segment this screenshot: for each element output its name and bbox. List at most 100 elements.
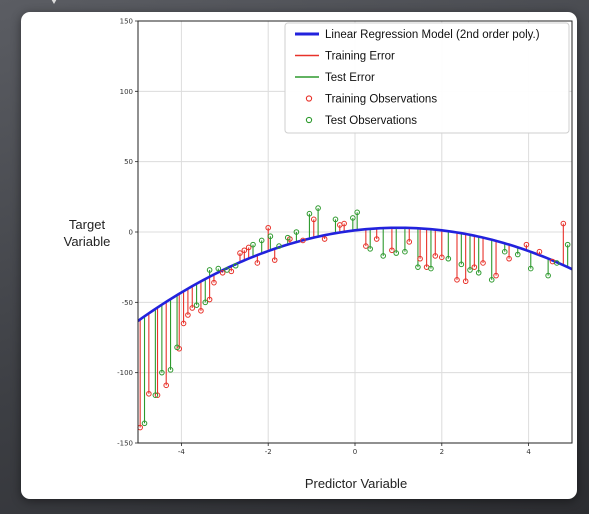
test-point bbox=[458, 261, 465, 268]
training-point bbox=[310, 216, 317, 223]
y-axis-label-line-1: Target bbox=[68, 217, 106, 232]
test-point bbox=[554, 260, 560, 266]
legend-entry-label: Test Observations bbox=[325, 115, 417, 127]
test-point bbox=[350, 215, 356, 221]
x-tick-label: 0 bbox=[353, 448, 357, 456]
training-point bbox=[432, 253, 439, 259]
test-point bbox=[193, 302, 200, 308]
test-point bbox=[527, 265, 534, 272]
training-point bbox=[146, 390, 152, 397]
training-point bbox=[523, 241, 530, 248]
training-point bbox=[219, 269, 226, 276]
test-point bbox=[488, 277, 495, 283]
training-point bbox=[265, 224, 271, 231]
training-point bbox=[373, 236, 380, 242]
test-point bbox=[267, 233, 274, 240]
test-point bbox=[501, 248, 508, 255]
test-point bbox=[545, 272, 551, 279]
training-point bbox=[462, 278, 469, 285]
training-point bbox=[493, 272, 499, 279]
training-point bbox=[180, 320, 187, 327]
legend-box bbox=[284, 22, 570, 134]
x-tick-label: -2 bbox=[265, 448, 272, 456]
test-point bbox=[514, 251, 521, 258]
legend-marker-swatch bbox=[305, 116, 313, 124]
regression-curve bbox=[138, 226, 572, 323]
test-point bbox=[428, 265, 434, 272]
y-axis-label-line-2: Variable bbox=[63, 234, 111, 249]
chart-card: Target Variable Predictor Variable 150 10… bbox=[21, 12, 577, 499]
training-point bbox=[341, 220, 347, 227]
test-point bbox=[445, 255, 452, 262]
test-point bbox=[167, 367, 174, 373]
training-point bbox=[254, 260, 261, 266]
test-point bbox=[367, 246, 373, 252]
y-tick-label: 50 bbox=[124, 158, 133, 166]
y-tick-label: 0 bbox=[129, 229, 133, 237]
training-point bbox=[471, 264, 478, 270]
test-point bbox=[332, 216, 339, 223]
test-point bbox=[224, 267, 230, 273]
training-point bbox=[237, 250, 243, 256]
y-axis-label: Target Variable bbox=[47, 216, 127, 250]
training-point bbox=[185, 312, 191, 318]
training-point bbox=[560, 220, 567, 227]
y-tick-label: -100 bbox=[117, 369, 133, 377]
training-point bbox=[241, 247, 248, 254]
mouse-cursor-icon bbox=[50, 0, 58, 4]
x-tick-label: 4 bbox=[526, 448, 531, 456]
legend-marker-swatch bbox=[305, 95, 313, 102]
test-point bbox=[232, 262, 239, 269]
y-tick-label: 100 bbox=[120, 88, 133, 96]
test-point bbox=[141, 420, 148, 427]
y-tick-label: 150 bbox=[120, 18, 133, 26]
training-point bbox=[300, 237, 306, 244]
test-point bbox=[276, 243, 282, 249]
x-tick-label: 2 bbox=[440, 448, 444, 456]
test-point bbox=[415, 264, 421, 270]
training-point bbox=[406, 239, 413, 245]
training-point bbox=[454, 277, 460, 283]
training-point bbox=[163, 382, 170, 389]
test-point bbox=[206, 267, 213, 273]
test-point bbox=[402, 248, 408, 255]
training-point bbox=[363, 243, 369, 249]
test-point bbox=[284, 234, 291, 241]
test-point bbox=[293, 229, 300, 235]
training-point bbox=[211, 279, 217, 286]
test-point bbox=[380, 253, 387, 259]
training-point bbox=[536, 248, 543, 255]
test-point bbox=[564, 241, 571, 248]
test-point bbox=[159, 369, 165, 376]
test-point bbox=[475, 269, 482, 276]
test-point bbox=[152, 392, 159, 398]
training-point bbox=[321, 236, 328, 242]
training-point bbox=[189, 305, 196, 311]
test-point bbox=[467, 267, 473, 273]
test-point bbox=[393, 250, 400, 256]
test-point bbox=[315, 205, 321, 211]
test-point bbox=[306, 210, 313, 217]
y-tick-label: -150 bbox=[117, 440, 133, 448]
chart-plot: 150 100 50 0 -50 -100 -150 -4 -2 0 2 4 Linear Regres… bbox=[117, 18, 573, 456]
test-point bbox=[215, 265, 222, 272]
training-point bbox=[206, 296, 213, 303]
training-point bbox=[154, 392, 161, 398]
legend-entry-label: Training Observations bbox=[325, 94, 437, 106]
test-point bbox=[354, 209, 360, 216]
training-point bbox=[271, 257, 278, 263]
training-point bbox=[506, 255, 512, 262]
training-point bbox=[245, 244, 252, 251]
test-point bbox=[250, 241, 256, 248]
x-tick-label: -4 bbox=[178, 448, 186, 456]
training-point bbox=[389, 247, 395, 254]
y-tick-label: -50 bbox=[122, 299, 133, 307]
legend-entry-label: Test Error bbox=[325, 72, 375, 84]
legend-entry-label: Linear Regression Model (2nd order poly.… bbox=[325, 29, 540, 41]
training-point bbox=[439, 254, 445, 261]
legend-entry-label: Training Error bbox=[325, 51, 395, 63]
training-point bbox=[480, 260, 486, 266]
test-point bbox=[258, 237, 265, 244]
test-point bbox=[202, 299, 209, 306]
training-point bbox=[417, 255, 423, 262]
